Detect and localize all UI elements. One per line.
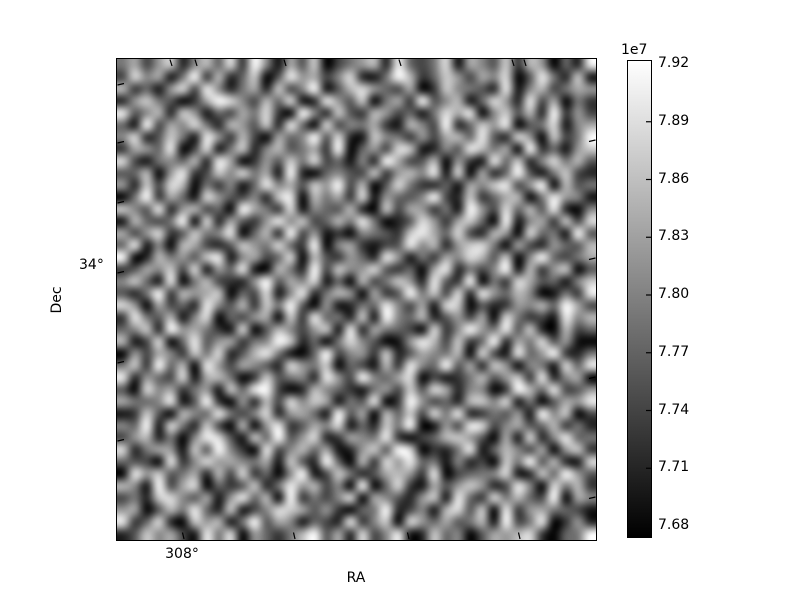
colorbar-tick-label: 7.77 [658,343,690,360]
colorbar-tick-label: 7.89 [658,112,690,129]
colorbar-tick-label: 7.68 [658,517,690,533]
colorbar-ticks [646,121,651,469]
plot-area [116,58,597,541]
colorbar-tick-label: 7.83 [658,228,690,245]
x-axis-label: RA [346,570,366,586]
colorbar-tick-label: 7.74 [658,401,690,418]
colorbar-scale-label: 1e7 [621,42,648,58]
colorbar-tick-label: 7.80 [658,286,690,302]
colorbar [627,60,652,538]
y-axis-label: Dec [49,286,65,314]
colorbar-tick-label: 7.92 [658,55,690,71]
colorbar-tick-label: 7.71 [658,459,690,476]
heatmap-image [117,59,596,540]
y-tick-label: 34° [79,257,104,273]
x-tick-label: 308° [165,546,199,562]
colorbar-tick-label: 7.86 [658,170,690,187]
